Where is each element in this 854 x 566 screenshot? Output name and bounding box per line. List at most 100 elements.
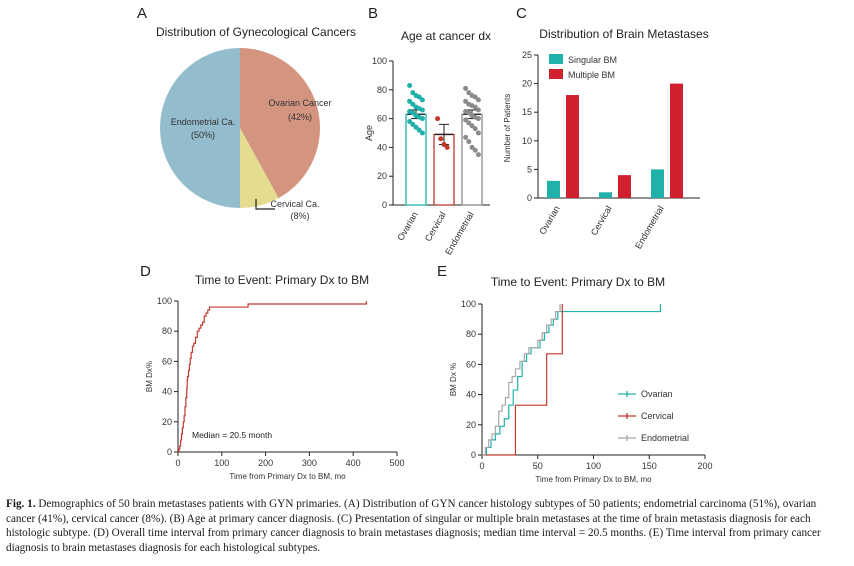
caption-label: Fig. 1. [6,498,36,510]
panel-letter-e: E [437,263,447,280]
b-ytick-label: 60 [377,114,387,124]
b-data-point [472,94,478,100]
panel-letter-a: A [137,5,147,22]
e-ytick-label: 20 [466,420,476,430]
d-xtick-label: 300 [302,458,317,468]
panel-letter-c: C [516,5,527,22]
b-data-point [469,123,475,129]
b-data-point [410,121,416,127]
b-data-point [466,120,472,126]
panel-c-bm-chart: 0 5 10 15 20 25 Number of Patients Singular BM M… [503,50,700,251]
pie-label-0: Ovarian Cancer [268,98,331,108]
c-ytick-label: 10 [522,136,532,146]
b-data-point [416,127,422,133]
e-legend-label: Ovarian [641,389,673,399]
c-bar-multiple-bm [566,95,579,198]
d-ytick-label: 60 [162,356,172,366]
pie-percent-1: (8%) [290,211,309,221]
b-data-point [475,130,481,136]
b-x-label-endometrial: Endometrial [443,210,476,257]
e-legend-label: Endometrial [641,433,689,443]
b-data-point [410,110,416,116]
e-line-ovarian [482,304,661,456]
d-median-annotation: Median = 20.5 month [192,430,272,440]
b-y-label: Age [364,125,374,141]
e-legend-label: Cervical [641,411,674,421]
b-data-point [475,107,481,113]
d-ytick-label: 100 [157,296,172,306]
panel-d-title: Time to Event: Primary Dx to BM [195,273,369,287]
b-data-point [469,144,475,150]
c-legend-label: Singular BM [568,55,617,65]
b-data-point [463,117,469,123]
panel-letter-b: B [368,5,378,22]
d-xtick-label: 100 [214,458,229,468]
c-x-label-endometrial: Endometrial [633,204,666,251]
e-ytick-label: 40 [466,390,476,400]
b-data-point [407,82,413,88]
d-xtick-label: 200 [258,458,273,468]
e-xtick-label: 0 [479,461,484,471]
panel-c-title: Distribution of Brain Metastases [539,27,708,41]
pie-leader-line [255,199,275,210]
b-ytick-label: 40 [377,142,387,152]
pie-slice-ovarian [240,48,320,199]
c-bar-multiple-bm [670,83,683,198]
panel-a-pie: Ovarian Cancer (42%) Cervical Ca. (8%) Endom… [160,48,332,221]
b-ytick-label: 100 [372,56,387,66]
c-ytick-label: 20 [522,79,532,89]
e-ytick-label: 100 [461,299,476,309]
c-ytick-label: 5 [527,164,532,174]
b-data-point [416,94,422,100]
b-data-point [410,101,416,107]
c-bar-singular-bm [599,192,612,198]
c-bar-singular-bm [547,180,560,198]
panel-b-title: Age at cancer dx [401,29,491,43]
b-ytick-label: 80 [377,85,387,95]
c-ytick-label: 0 [527,193,532,203]
panel-b-age-chart: 0 20 40 60 80 100 Age Ovarian CervicalEndometria… [364,56,490,257]
b-data-point [466,110,472,116]
d-ytick-label: 80 [162,326,172,336]
pie-slice-endometrial [160,48,240,208]
b-x-label-ovarian: Ovarian [395,210,419,242]
b-data-point [419,107,425,113]
pie-label-1: Cervical Ca. [270,199,319,209]
b-data-point [419,97,425,103]
panel-a-title: Distribution of Gynecological Cancers [156,25,356,39]
panel-letter-d: D [140,263,151,280]
e-y-label: BM Dx % [449,363,458,396]
b-data-point [475,97,481,103]
e-xtick-label: 100 [586,461,601,471]
caption-text: Demographics of 50 brain metastases pati… [6,498,821,554]
pie-label-2: Endometrial Ca. [171,117,236,127]
d-xtick-label: 500 [389,458,404,468]
e-line-cervical [482,304,563,456]
b-data-point [472,147,478,153]
e-x-label: Time from Primary Dx to BM, mo [535,475,652,484]
c-legend-swatch [549,69,563,79]
c-bar-singular-bm [651,169,664,198]
b-data-point [463,98,469,104]
b-data-point [466,90,472,96]
e-xtick-label: 150 [642,461,657,471]
b-x-label-cervical: Cervical [423,210,448,243]
pie-slice-cervical [240,128,279,209]
pie-percent-0: (42%) [288,112,312,122]
b-data-point [472,126,478,132]
b-data-point [463,134,469,140]
b-data-point [413,124,419,130]
e-ytick-label: 80 [466,329,476,339]
e-xtick-label: 200 [697,461,712,471]
c-x-label-ovarian: Ovarian [537,204,561,236]
b-data-point [444,144,450,150]
b-data-point [435,116,441,122]
d-xtick-label: 0 [175,458,180,468]
c-ytick-label: 25 [522,50,532,60]
d-y-label: BM Dx% [145,361,154,392]
d-x-label: Time from Primary Dx to BM, mo [229,472,346,481]
b-data-point [410,90,416,96]
d-ytick-label: 0 [167,447,172,457]
b-ytick-label: 0 [382,200,387,210]
c-ytick-label: 15 [522,107,532,117]
